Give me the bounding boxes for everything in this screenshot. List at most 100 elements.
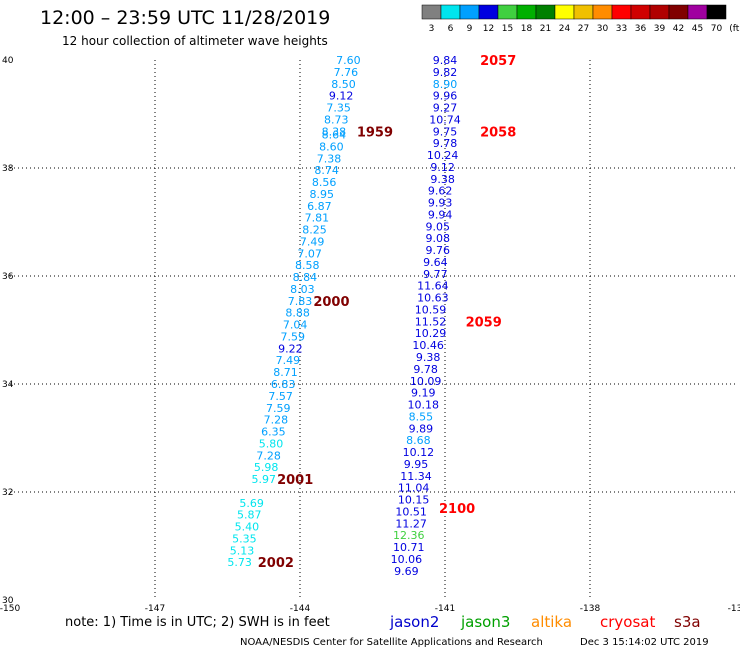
x-tick-label: -141 <box>435 604 455 614</box>
pass-time-label: 2002 <box>258 556 294 571</box>
legend-entry-jason3: jason3 <box>460 613 510 631</box>
x-tick-label: -147 <box>145 604 165 614</box>
color-scale-label: 3 <box>429 24 435 34</box>
wave-height-value: 12.36 <box>393 529 425 542</box>
pass-time-label: 1959 <box>357 125 393 140</box>
color-scale-swatch <box>592 4 613 20</box>
wave-height-value: 7.83 <box>288 295 313 308</box>
wave-height-value: 9.38 <box>416 351 441 364</box>
color-scale-swatch <box>554 4 575 20</box>
wave-height-value: 9.78 <box>433 137 458 150</box>
wave-height-value: 9.19 <box>411 387 436 400</box>
wave-height-value: 10.74 <box>429 113 461 126</box>
wave-height-value: 7.49 <box>276 354 301 367</box>
axis-ticks: -150 -147 -144 -141 -138 -13 30 32 34 36 38 40 <box>0 56 740 614</box>
wave-height-value: 8.95 <box>310 188 335 201</box>
wave-height-value: 5.13 <box>230 544 255 557</box>
color-scale-label: 45 <box>692 24 703 34</box>
wave-height-value: 11.64 <box>417 280 449 293</box>
wave-height-value: 8.03 <box>290 283 315 296</box>
color-scale-label: 6 <box>448 24 454 34</box>
color-scale-swatch <box>516 4 537 20</box>
wave-height-value: 6.83 <box>271 378 296 391</box>
wave-height-value: 7.60 <box>336 54 361 67</box>
wave-height-value: 10.51 <box>395 505 427 518</box>
wave-height-value: 10.24 <box>427 149 459 162</box>
pass-time-label: 2100 <box>439 502 475 517</box>
x-tick-label: -150 <box>0 604 20 614</box>
wave-height-value: 9.94 <box>428 208 453 221</box>
wave-height-value: 5.97 <box>252 473 277 486</box>
color-scale-label: 30 <box>597 24 609 34</box>
y-tick-label: 32 <box>2 488 13 498</box>
color-scale-label: 18 <box>521 24 533 34</box>
wave-height-value: 9.69 <box>394 565 419 578</box>
pass-time-label: 2057 <box>480 54 516 69</box>
wave-height-value: 10.18 <box>408 399 440 412</box>
wave-height-value: 8.74 <box>314 164 339 177</box>
chart-title: 12:00 – 23:59 UTC 11/28/2019 <box>40 7 330 29</box>
wave-height-value: 10.46 <box>412 339 444 352</box>
wave-height-value: 11.52 <box>415 315 447 328</box>
footer-note: note: 1) Time is in UTC; 2) SWH is in fe… <box>65 615 330 630</box>
wave-height-value: 8.38 <box>322 125 347 138</box>
wave-height-value: 8.56 <box>312 176 337 189</box>
wave-height-value: 10.63 <box>417 292 449 305</box>
wave-height-value: 11.27 <box>395 517 427 530</box>
wave-height-value: 11.34 <box>400 470 432 483</box>
color-scale-label: 21 <box>540 24 551 34</box>
legend-entry-altika: altika <box>531 613 572 631</box>
chart-subtitle: 12 hour collection of altimeter wave hei… <box>62 34 328 48</box>
color-scale-swatch <box>649 4 670 20</box>
wave-height-value: 9.89 <box>409 422 434 435</box>
color-scale-label: 12 <box>483 24 494 34</box>
color-scale-swatch <box>421 4 442 20</box>
wave-height-value: 7.59 <box>266 402 291 415</box>
color-scale-label: 24 <box>559 24 571 34</box>
wave-height-value: 8.73 <box>324 113 349 126</box>
wave-height-value: 8.58 <box>295 259 320 272</box>
wave-height-value: 10.29 <box>415 327 447 340</box>
legend-entry-cryosat: cryosat <box>600 613 655 631</box>
wave-height-value: 6.35 <box>261 426 286 439</box>
wave-height-value: 5.87 <box>237 509 262 522</box>
data-points: 7.607.768.509.127.358.738.388.648.607.38… <box>227 54 460 578</box>
pass-time-label: 2058 <box>480 125 516 140</box>
wave-height-value: 8.84 <box>293 271 318 284</box>
wave-height-value: 5.98 <box>254 461 279 474</box>
wave-height-value: 10.59 <box>415 303 447 316</box>
color-scale-unit: (ft) <box>729 24 740 34</box>
footer-timestamp: Dec 3 15:14:02 UTC 2019 <box>580 637 709 648</box>
color-scale-label: 42 <box>673 24 684 34</box>
wave-height-value: 9.38 <box>430 173 455 186</box>
color-scale-swatch <box>630 4 651 20</box>
wave-height-value: 9.12 <box>430 161 455 174</box>
wave-height-value: 5.35 <box>232 532 257 545</box>
wave-height-value: 7.81 <box>305 212 330 225</box>
wave-height-value: 9.96 <box>433 90 458 103</box>
y-tick-label: 36 <box>2 272 14 282</box>
legend-entry-s3a: s3a <box>674 613 701 631</box>
color-scale-label: 27 <box>578 24 589 34</box>
wave-height-value: 9.05 <box>426 220 451 233</box>
color-scale-swatch <box>478 4 499 20</box>
wave-height-value: 11.04 <box>398 482 430 495</box>
wave-height-value: 7.59 <box>281 330 306 343</box>
wave-height-value: 9.08 <box>426 232 451 245</box>
y-tick-label: 40 <box>2 56 14 66</box>
satellite-legend: jason2 jason3 altika cryosat s3a <box>389 613 701 631</box>
wave-height-value: 7.35 <box>326 102 351 115</box>
wave-height-value: 7.57 <box>268 390 293 403</box>
color-scale-label: 39 <box>654 24 666 34</box>
wave-height-value: 9.12 <box>329 90 354 103</box>
grid-lines <box>10 60 735 600</box>
color-scale-label: 9 <box>467 24 473 34</box>
wave-height-value: 7.76 <box>334 66 359 79</box>
wave-height-value: 5.40 <box>235 521 260 534</box>
wave-height-value: 9.77 <box>423 268 448 281</box>
x-tick-label: -144 <box>290 604 311 614</box>
wave-height-value: 6.87 <box>307 200 332 213</box>
wave-height-value: 9.93 <box>428 197 453 210</box>
color-scale-label: 33 <box>616 24 627 34</box>
